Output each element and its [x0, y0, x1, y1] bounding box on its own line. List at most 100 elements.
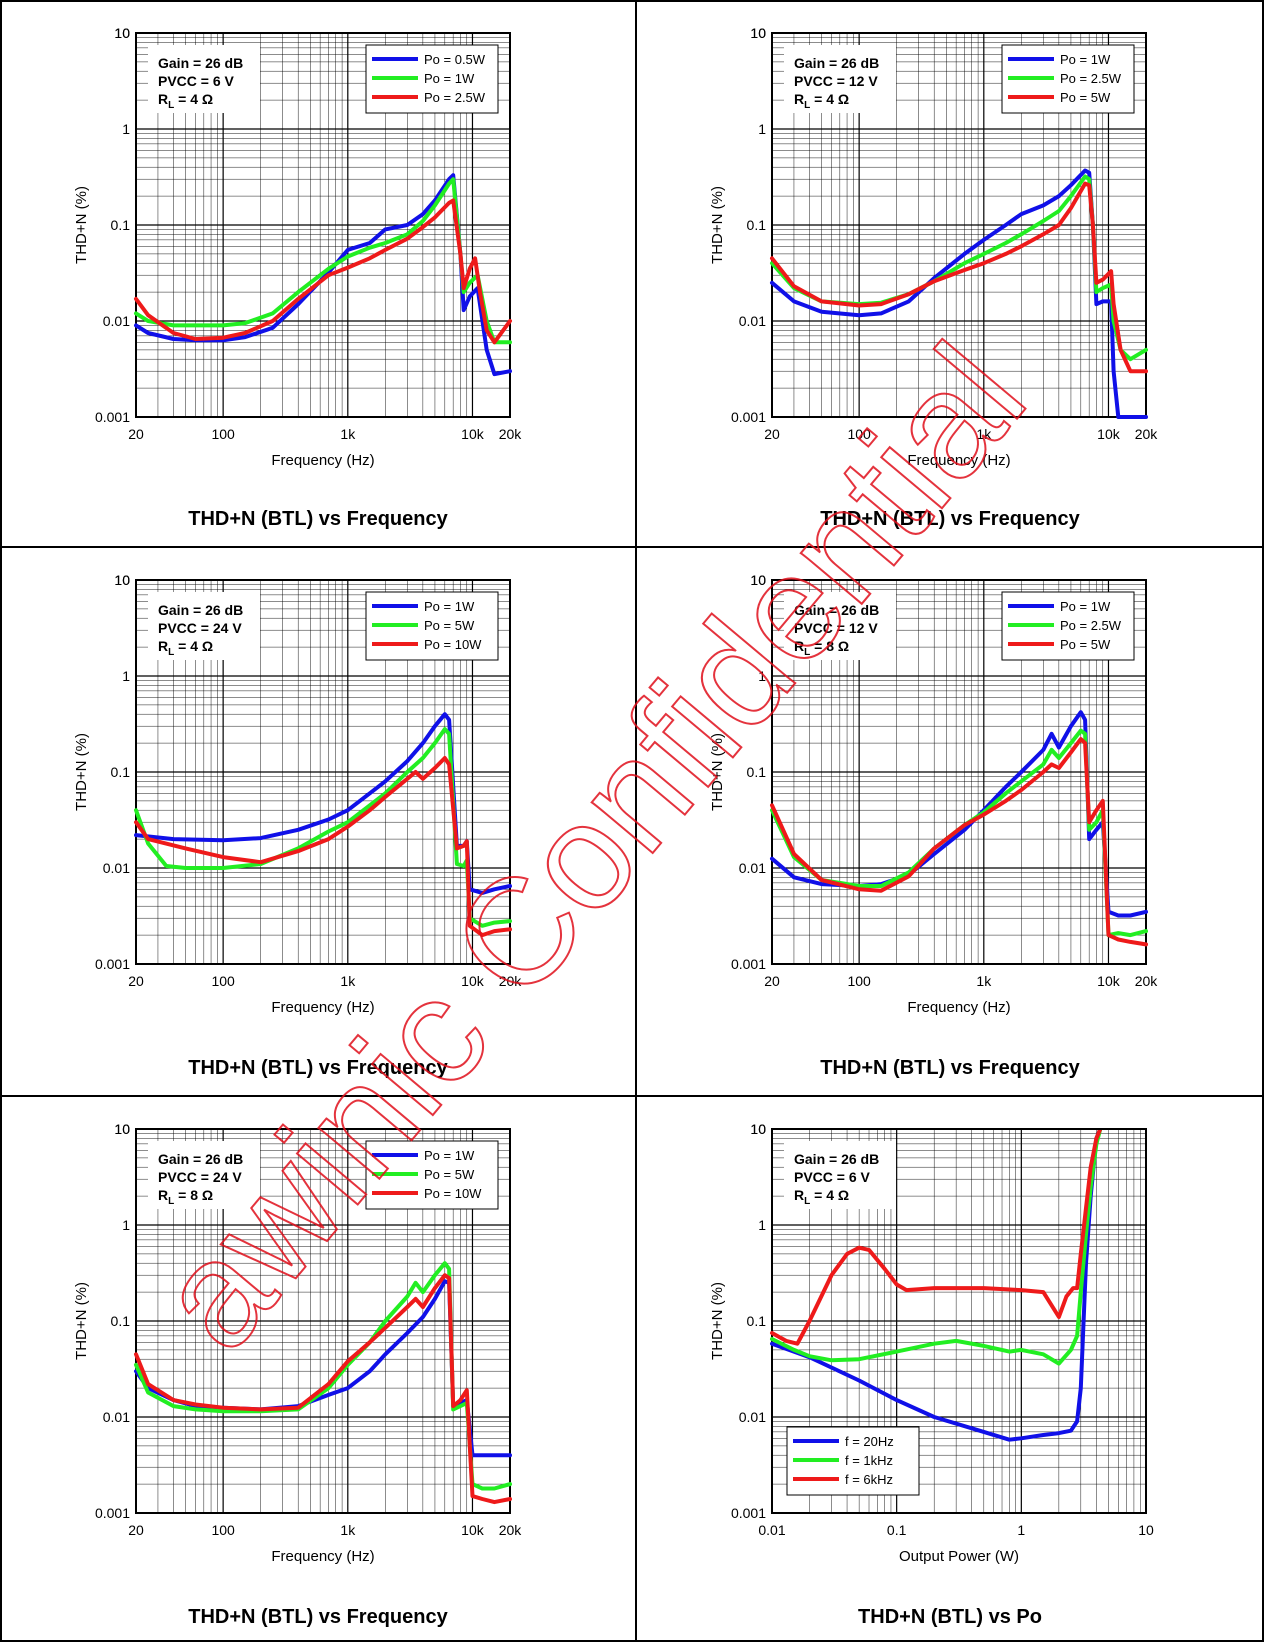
legend-label: f = 1kHz — [845, 1453, 893, 1468]
y-axis-label: THD+N (%) — [709, 186, 726, 264]
y-tick-label: 0.1 — [747, 1313, 767, 1329]
conditions-box-bg — [148, 45, 260, 113]
y-tick-label: 0.1 — [111, 217, 131, 233]
chart-title: THD+N (BTL) vs Frequency — [820, 508, 1080, 530]
y-tick-label: 0.01 — [739, 860, 766, 876]
x-tick-label: 10k — [461, 973, 485, 989]
legend-label: Po = 10W — [424, 637, 482, 652]
y-tick-label: 0.01 — [739, 1409, 766, 1425]
legend-label: Po = 5W — [424, 1167, 475, 1182]
x-tick-label: 1 — [1017, 1522, 1025, 1538]
y-tick-label: 0.001 — [731, 956, 766, 972]
series-line-blue — [134, 173, 512, 377]
y-tick-label: 1 — [758, 121, 766, 137]
x-tick-label: 20 — [764, 426, 780, 442]
y-tick-label: 1 — [122, 668, 130, 684]
y-tick-label: 1 — [758, 1217, 766, 1233]
conditions-box-bg — [148, 1141, 260, 1209]
x-tick-label: 100 — [211, 973, 235, 989]
top-mask — [772, 568, 1146, 579]
top-mask — [772, 1117, 1146, 1128]
thd-vs-frequency-chart: 20 100 1k 10k 20k 0.001 0.01 0.1 1 10 Frequency (H… — [73, 568, 522, 1016]
legend-label: Po = 1W — [1060, 52, 1111, 67]
legend-label: Po = 1W — [1060, 599, 1111, 614]
top-mask — [136, 568, 510, 579]
y-tick-label: 0.1 — [111, 1313, 131, 1329]
series-line-red — [770, 1127, 1103, 1346]
conditions-box: Gain = 26 dB PVCC = 6 V RL = 4 Ω — [148, 45, 260, 113]
x-tick-label: 20 — [128, 426, 144, 442]
x-tick-label: 0.1 — [887, 1522, 907, 1538]
condition-text: RL = 4 Ω — [794, 91, 849, 111]
y-tick-label: 10 — [750, 572, 766, 588]
legend-label: f = 6kHz — [845, 1472, 893, 1487]
x-axis-label: Frequency (Hz) — [907, 999, 1010, 1016]
series-line-green — [770, 1127, 1103, 1366]
condition-text: PVCC = 24 V — [158, 620, 242, 636]
series-line-red — [134, 756, 512, 938]
top-mask — [772, 21, 1146, 32]
x-tick-label: 10k — [1097, 973, 1121, 989]
series-group — [770, 168, 1148, 419]
x-tick-label: 100 — [847, 426, 871, 442]
top-mask — [136, 1117, 510, 1128]
legend-label: Po = 2.5W — [1060, 71, 1122, 86]
y-tick-label: 10 — [114, 1121, 130, 1137]
y-tick-label: 10 — [114, 1121, 130, 1137]
condition-text: PVCC = 6 V — [794, 1169, 871, 1185]
legend-label: Po = 0.5W — [424, 52, 486, 67]
y-tick-label: 1 — [122, 1217, 130, 1233]
x-axis-label: Frequency (Hz) — [271, 999, 374, 1016]
thd-vs-frequency-chart: 20 100 1k 10k 20k 0.001 0.01 0.1 1 10 Frequency (H… — [709, 568, 1158, 1016]
condition-text: Gain = 26 dB — [794, 55, 879, 71]
x-tick-label: 1k — [340, 973, 356, 989]
chart-panel-6: 0.01 0.1 1 10 0.001 0.01 0.1 1 10 Output Power (W… — [636, 1096, 1264, 1642]
y-tick-label: 1 — [122, 121, 130, 137]
legend-label: Po = 2.5W — [424, 90, 486, 105]
legend: Po = 1W Po = 5W Po = 10W — [365, 591, 499, 661]
series-line-red — [134, 198, 512, 345]
series-line-green — [134, 177, 512, 345]
legend-label: Po = 2.5W — [1060, 618, 1122, 633]
y-tick-label: 10 — [750, 25, 766, 41]
legend: f = 20Hz f = 1kHz f = 6kHz — [786, 1426, 920, 1496]
chart-title: THD+N (BTL) vs Frequency — [188, 1606, 448, 1628]
conditions-box-bg — [784, 592, 896, 660]
x-tick-label: 10k — [461, 1522, 485, 1538]
x-tick-label: 20 — [128, 973, 144, 989]
condition-text: Gain = 26 dB — [794, 602, 879, 618]
thd-vs-frequency-chart: 20 100 1k 10k 20k 0.001 0.01 0.1 1 10 Frequency (H… — [73, 1117, 522, 1565]
condition-text: PVCC = 24 V — [158, 1169, 242, 1185]
x-tick-label: 1k — [340, 426, 356, 442]
legend-label: Po = 1W — [424, 71, 475, 86]
conditions-box-bg — [148, 592, 260, 660]
legend: Po = 1W Po = 2.5W Po = 5W — [1001, 591, 1135, 661]
condition-text: RL = 4 Ω — [794, 1187, 849, 1207]
chart-panel-4: 20 100 1k 10k 20k 0.001 0.01 0.1 1 10 Frequency (H… — [636, 547, 1264, 1096]
y-tick-label: 0.001 — [731, 409, 766, 425]
top-mask — [136, 21, 510, 32]
y-axis-label: THD+N (%) — [709, 733, 726, 811]
legend-label: Po = 5W — [424, 618, 475, 633]
y-axis-label: THD+N (%) — [73, 186, 90, 264]
chart-title: THD+N (BTL) vs Frequency — [188, 508, 448, 530]
y-tick-label: 10 — [750, 1121, 766, 1137]
legend-label: Po = 10W — [424, 1186, 482, 1201]
series-line-blue — [770, 168, 1148, 419]
legend-label: Po = 1W — [424, 599, 475, 614]
conditions-box-bg — [784, 1141, 896, 1209]
series-group — [770, 710, 1148, 947]
x-tick-label: 1k — [976, 973, 992, 989]
y-tick-label: 0.001 — [95, 409, 130, 425]
series-line-blue — [770, 1127, 1103, 1442]
conditions-box: Gain = 26 dB PVCC = 6 V RL = 4 Ω — [784, 1141, 896, 1209]
y-tick-label: 0.1 — [747, 217, 767, 233]
x-tick-label: 10k — [461, 426, 485, 442]
y-tick-label: 10 — [750, 25, 766, 41]
series-line-red — [134, 1273, 512, 1505]
condition-text: PVCC = 12 V — [794, 620, 878, 636]
x-tick-label: 100 — [211, 1522, 235, 1538]
legend-label: Po = 5W — [1060, 637, 1111, 652]
